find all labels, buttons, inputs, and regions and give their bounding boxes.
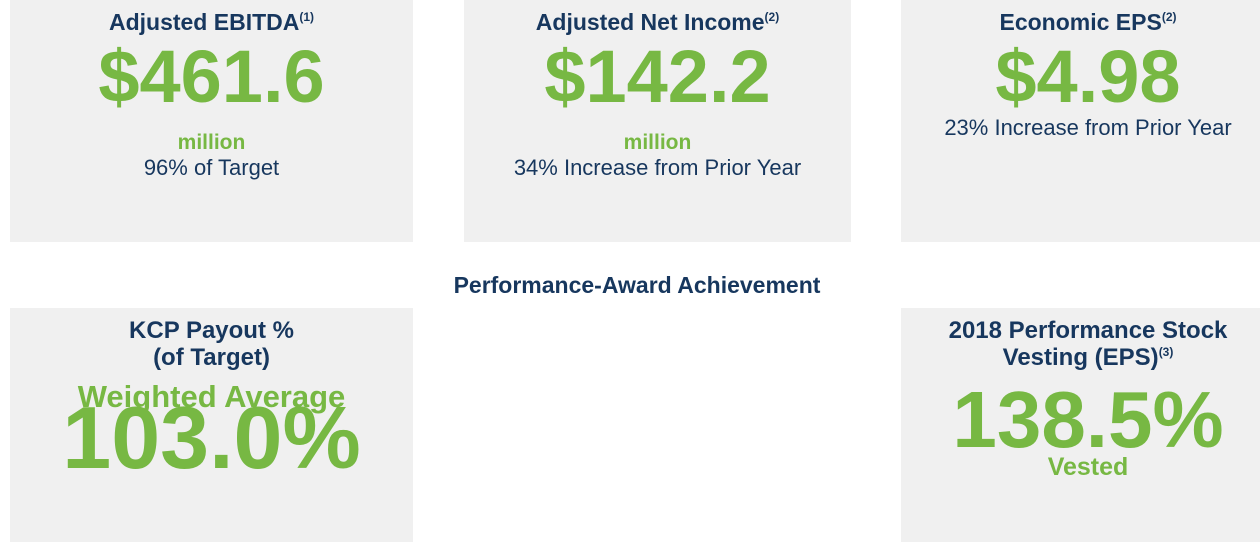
- metric-card: Adjusted EBITDA(1) $461.6 million 96% of…: [10, 0, 413, 242]
- metric-note: 34% Increase from Prior Year: [513, 155, 802, 180]
- title-text: Vesting (EPS): [1002, 344, 1159, 371]
- metric-card: Adjusted Net Income(2) $142.2 million 34…: [464, 0, 851, 242]
- footnote: (2): [1161, 10, 1177, 24]
- award-title: Vesting (EPS)(3): [901, 344, 1260, 371]
- metric-note: 96% of Target: [143, 155, 280, 180]
- metric-value: $4.98: [995, 35, 1181, 118]
- title-text: Economic EPS: [999, 9, 1162, 35]
- metric-title: Adjusted Net Income(2): [464, 9, 851, 36]
- metric-title: Economic EPS(2): [901, 9, 1260, 36]
- award-title: KCP Payout %: [129, 317, 294, 344]
- award-title: 2018 Performance Stock: [948, 317, 1228, 344]
- footnote: (3): [1158, 345, 1174, 359]
- metric-unit: million: [623, 131, 692, 154]
- footnote: (1): [299, 10, 315, 24]
- section-title: Performance-Award Achievement: [453, 272, 821, 298]
- footnote: (2): [764, 10, 780, 24]
- metric-card: Economic EPS(2) $4.98 23% Increase from …: [901, 0, 1260, 242]
- award-title: (of Target): [153, 344, 270, 371]
- title-text: Adjusted EBITDA: [108, 9, 300, 35]
- metric-note: 23% Increase from Prior Year: [944, 115, 1232, 140]
- metric-unit: million: [177, 131, 246, 154]
- metric-value: $142.2: [544, 35, 771, 118]
- award-subtitle: Weighted Average: [77, 379, 346, 414]
- metric-title: Adjusted EBITDA(1): [10, 9, 413, 36]
- metric-value: $461.6: [98, 35, 325, 118]
- award-value: 103.0%: [62, 388, 361, 487]
- title-text: Adjusted Net Income: [535, 9, 765, 35]
- award-card: 2018 Performance Stock Vesting (EPS)(3) …: [901, 308, 1260, 542]
- award-value: 138.5%: [952, 375, 1224, 464]
- award-card: KCP Payout % (of Target) Weighted Averag…: [10, 308, 413, 542]
- award-unit: Vested: [1047, 453, 1129, 481]
